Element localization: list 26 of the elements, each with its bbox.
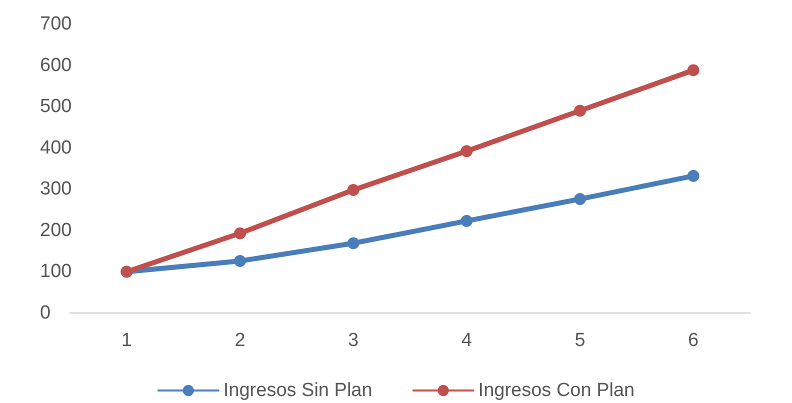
y-tick-label: 0 [40, 302, 51, 324]
y-tick-label: 200 [40, 220, 72, 241]
point [460, 145, 473, 158]
y-tick-label: 400 [40, 137, 72, 158]
y-tick-label: 600 [40, 54, 72, 76]
x-tick-label: 3 [348, 330, 359, 351]
y-tick-label: 300 [40, 178, 72, 200]
x-tick-label: 1 [121, 330, 132, 351]
x-tick-label: 2 [234, 330, 246, 351]
point [574, 193, 586, 206]
legend-label: Ingresos Sin Plan [223, 380, 372, 401]
point [347, 184, 360, 196]
point [460, 214, 473, 227]
x-tick-label: 6 [688, 330, 699, 351]
point [234, 227, 246, 240]
y-tick-label: 100 [40, 261, 72, 282]
point [687, 64, 700, 76]
legend-label: Ingresos Con Plan [478, 380, 635, 401]
x-tick-label: 4 [461, 330, 472, 351]
y-tick-label: 500 [40, 96, 72, 118]
y-tick-label: 700 [40, 14, 72, 34]
point [234, 254, 246, 267]
x-tick-label: 5 [574, 330, 586, 351]
point [574, 104, 586, 117]
point [687, 170, 700, 182]
point [347, 237, 360, 250]
